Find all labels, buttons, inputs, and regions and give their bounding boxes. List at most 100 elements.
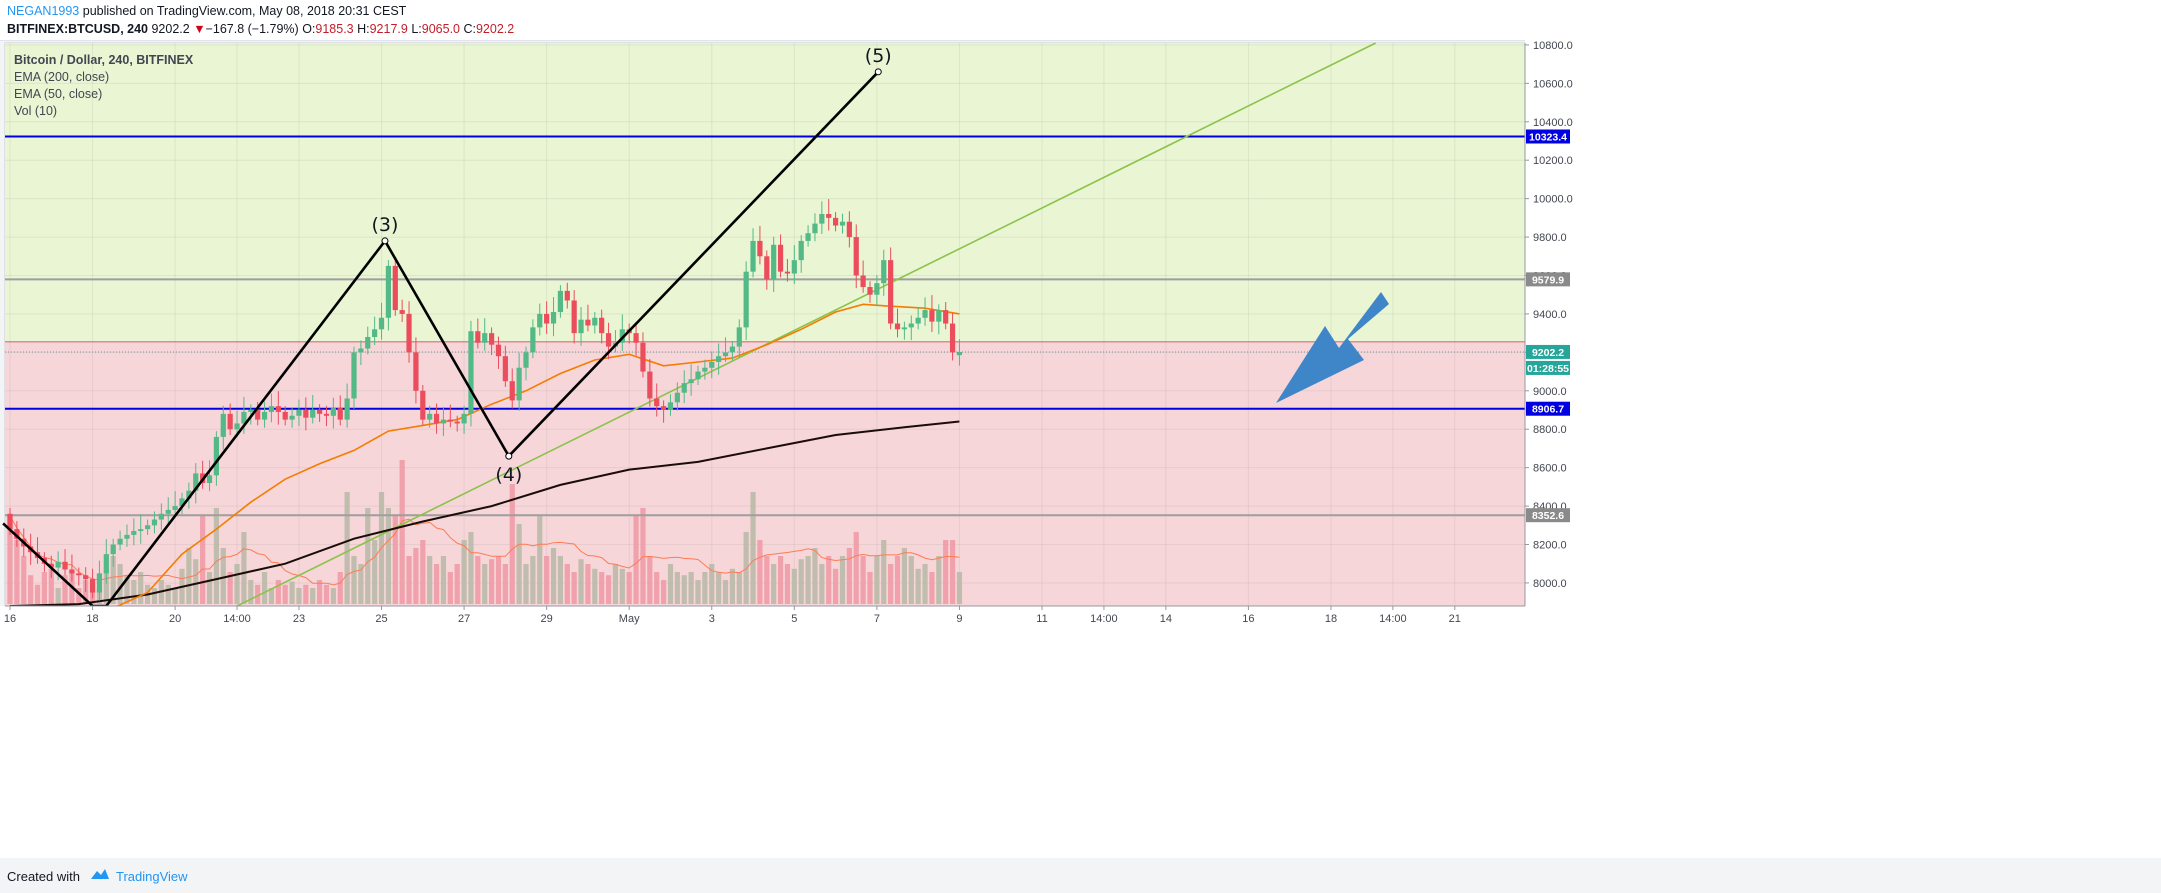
candle: [124, 534, 130, 539]
candle: [791, 260, 797, 274]
ema50-line: [92, 303, 960, 619]
candle: [757, 240, 763, 257]
volume-bar: [839, 556, 846, 604]
countdown-badge: [1526, 360, 1570, 375]
volume-bar: [833, 568, 839, 604]
candle: [502, 356, 508, 382]
candle: [681, 383, 687, 393]
wave-pivot: [505, 452, 513, 460]
high-label: H:: [357, 22, 370, 36]
candle: [544, 313, 550, 324]
candle: [475, 331, 481, 343]
volume-bar: [200, 516, 206, 604]
volume-bar: [317, 580, 323, 604]
volume-bar: [805, 556, 811, 604]
close-label: C:: [463, 22, 476, 36]
price-axis[interactable]: 8000.08200.08400.08600.08800.09000.09200…: [1524, 40, 2161, 858]
volume-bar: [784, 564, 791, 604]
candle: [812, 223, 818, 234]
price-tick-label: 8200.0: [1533, 540, 1567, 552]
price-badge: [1526, 508, 1570, 523]
volume-bar: [771, 564, 777, 604]
volume-bar: [461, 540, 467, 604]
candle: [110, 544, 116, 555]
time-axis[interactable]: 16 18 20 14:00 23 25 27 29 May 3 5 7 9 11 14:00 14 16 18 1…: [0, 605, 1525, 858]
candle: [406, 313, 412, 353]
volume-bar: [83, 580, 89, 604]
volume-bar: [34, 584, 41, 604]
time-tick-label: 14:00: [1090, 613, 1118, 625]
candle: [826, 214, 832, 218]
volume-bar: [14, 540, 20, 604]
volume-bar: [392, 516, 398, 604]
volume-bar: [599, 572, 605, 604]
volume-bar: [537, 516, 543, 604]
volume-bar: [695, 580, 701, 604]
price-tick-label: 10400.0: [1533, 117, 1573, 129]
candle: [131, 531, 137, 535]
candle: [378, 317, 385, 330]
candle: [599, 317, 605, 334]
candle: [433, 413, 440, 424]
time-tick-label: 25: [375, 613, 387, 625]
volume-bar: [255, 584, 261, 604]
candle: [440, 419, 447, 424]
candle: [867, 287, 873, 295]
volume-bar: [131, 580, 137, 604]
candle: [96, 573, 103, 593]
candle: [145, 525, 151, 530]
candle: [771, 244, 777, 280]
volume-bar: [846, 548, 852, 604]
price-badge: [1526, 129, 1570, 144]
candle: [351, 352, 357, 399]
volume-bar: [633, 516, 639, 604]
time-tick-label: 27: [458, 613, 470, 625]
candle: [509, 381, 515, 401]
volume-bar: [323, 584, 330, 604]
legend-title: Bitcoin / Dollar, 240, BITFINEX: [14, 53, 194, 67]
volume-bar: [860, 556, 866, 604]
volume-bar: [578, 559, 584, 604]
candle: [661, 406, 667, 411]
candle: [908, 323, 914, 328]
candle: [949, 323, 956, 353]
price-tick-label: 10000.0: [1533, 194, 1573, 206]
volume-bar: [206, 572, 213, 604]
volume-bar: [544, 556, 550, 604]
legend-ema200: EMA (200, close): [14, 70, 109, 84]
volume-bar: [929, 572, 935, 604]
candle: [255, 410, 261, 420]
time-tick-label: 16: [1242, 613, 1254, 625]
candle: [241, 411, 247, 424]
candle: [688, 379, 694, 384]
zones: [5, 43, 1525, 606]
volume-bar: [550, 548, 557, 604]
open-label: O:: [302, 22, 316, 36]
legend-volume: Vol (10): [14, 104, 57, 118]
tradingview-link[interactable]: TradingView: [116, 869, 188, 884]
volume-bar: [757, 540, 763, 604]
volume-bar: [502, 564, 508, 604]
volume-bar: [413, 548, 419, 604]
volume-bar: [468, 532, 474, 604]
volume-bar: [654, 572, 660, 604]
volume-bar: [213, 508, 219, 604]
candle: [151, 519, 158, 526]
candle: [413, 352, 419, 391]
candle: [310, 410, 316, 418]
candle: [495, 344, 502, 357]
author-link[interactable]: NEGAN1993: [7, 4, 80, 18]
candle: [881, 260, 887, 284]
volume-bar: [48, 568, 54, 604]
volume-bar: [626, 572, 632, 604]
candle: [489, 333, 495, 345]
price-chart[interactable]: (3) (4) (5) Bitcoin / Dollar, 240, BITFINE…: [0, 40, 2161, 858]
candle: [55, 561, 61, 568]
candle: [248, 410, 254, 412]
time-axis-bg: [0, 606, 1525, 858]
volume-bar: [888, 564, 894, 604]
volume-bar: [365, 508, 371, 604]
candle: [654, 398, 660, 407]
volume-bar: [956, 572, 963, 604]
volume-bar: [667, 564, 674, 604]
